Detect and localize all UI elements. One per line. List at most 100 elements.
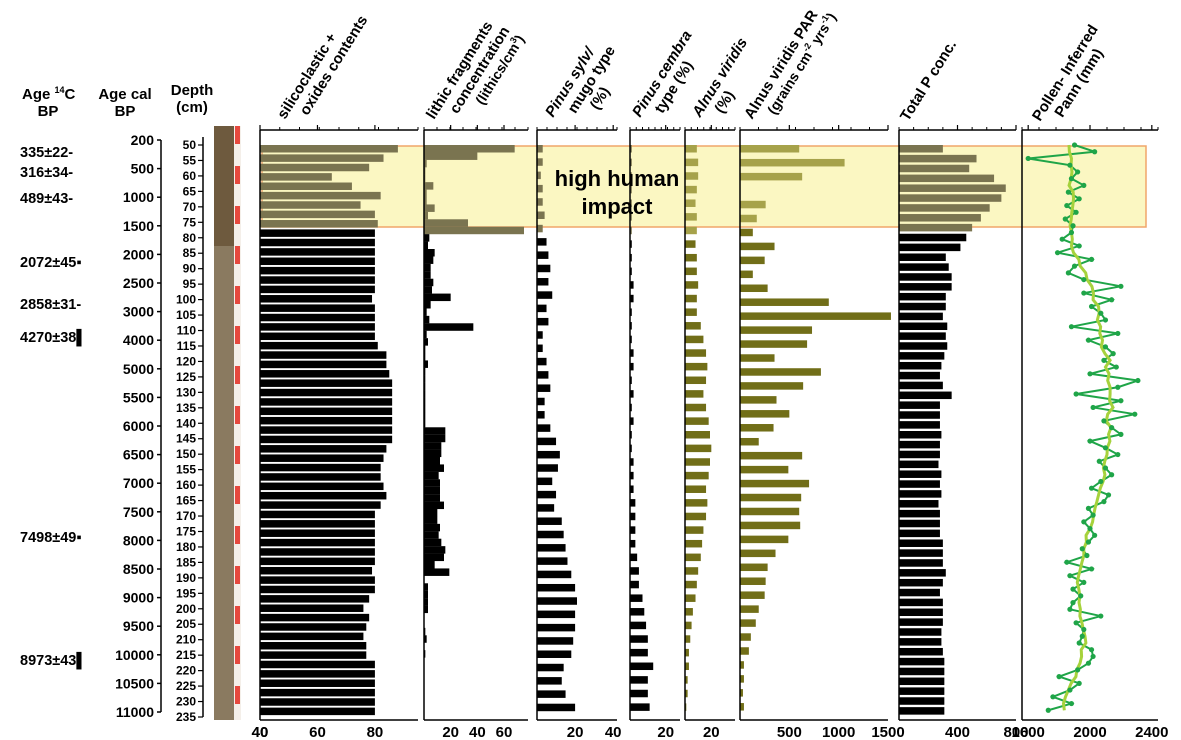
alnus_par-bar bbox=[740, 340, 808, 348]
silicoclastic-bar bbox=[260, 435, 393, 444]
alnus_par-bar bbox=[740, 479, 810, 488]
lithic-bar bbox=[424, 286, 432, 294]
lithic-bar bbox=[424, 204, 435, 212]
total_p-bar bbox=[899, 154, 977, 163]
lithic-bar bbox=[424, 145, 515, 153]
pinus_sylv-bar bbox=[537, 650, 572, 658]
pinus_cembra-bar bbox=[630, 539, 636, 548]
core-scale-mark bbox=[235, 646, 240, 664]
pinus_cembra-bar bbox=[630, 512, 636, 521]
pann-point bbox=[1071, 263, 1078, 269]
lithic-bar bbox=[424, 531, 439, 539]
agecal-tick-label: 7500 bbox=[123, 504, 154, 520]
depth-tick-label: 85 bbox=[183, 246, 197, 260]
silicoclastic-bar bbox=[260, 557, 375, 566]
silicoclastic-bar bbox=[260, 341, 378, 350]
depth-tick-label: 95 bbox=[183, 277, 197, 291]
core-top bbox=[214, 126, 234, 246]
lithic-bar bbox=[424, 308, 427, 316]
silicoclastic-bar bbox=[260, 285, 375, 294]
pann-point bbox=[1101, 418, 1107, 424]
total_p-bar bbox=[899, 361, 942, 370]
alnus_pct-bar bbox=[685, 662, 689, 671]
pann-point bbox=[1090, 404, 1096, 411]
lithic-bar bbox=[424, 293, 451, 302]
age14c-label: 2858±31- bbox=[20, 297, 81, 313]
alnus_par-bar bbox=[740, 465, 789, 474]
total_p-bar bbox=[899, 342, 948, 350]
age14c-label: 489±43- bbox=[20, 191, 73, 207]
silicoclastic-bar bbox=[260, 426, 393, 434]
agecal-tick-label: 7000 bbox=[123, 475, 154, 491]
alnus_par-bar bbox=[740, 563, 768, 572]
silicoclastic-bar bbox=[260, 295, 373, 303]
pinus_cembra-bar bbox=[630, 362, 634, 371]
alnus_par-bar bbox=[740, 228, 753, 237]
header-age14c-sup: 14 bbox=[55, 85, 65, 95]
header-age14c: Age 14C bbox=[22, 85, 76, 103]
x-tick-label: 2400 bbox=[1135, 724, 1168, 740]
pinus_sylv-bar bbox=[537, 251, 549, 259]
pann-point bbox=[1088, 256, 1095, 262]
pann-point bbox=[1064, 202, 1070, 209]
silicoclastic-bar bbox=[260, 445, 387, 453]
alnus_par-bar bbox=[740, 284, 768, 293]
pann-point bbox=[1085, 539, 1092, 545]
alnus_pct-bar bbox=[685, 158, 699, 167]
alnus_pct-bar bbox=[685, 226, 697, 235]
lithic-bar bbox=[424, 605, 428, 614]
depth-tick-label: 175 bbox=[176, 524, 196, 538]
alnus_pct-bar bbox=[685, 499, 708, 507]
pinus_sylv-bar bbox=[537, 397, 545, 406]
alnus_pct-bar bbox=[685, 390, 704, 398]
pinus_cembra-bar bbox=[630, 662, 654, 671]
pinus_cembra-bar bbox=[630, 458, 634, 466]
agecal-tick-label: 10500 bbox=[115, 675, 154, 691]
pinus_sylv-bar bbox=[537, 184, 543, 193]
lithic-bar bbox=[424, 263, 431, 272]
x-tick-label: 20 bbox=[657, 724, 674, 740]
age14c-label: 4270±38▌ bbox=[20, 328, 87, 347]
lithic-bar bbox=[424, 360, 428, 368]
axes: 40 60 80 20 40 60 20 40 20 20 500 1000 1500 400 800160… bbox=[252, 125, 1169, 740]
x-tick-label: 500 bbox=[777, 724, 802, 740]
pinus_sylv-bar bbox=[537, 158, 543, 166]
core-scale-mark bbox=[235, 606, 240, 624]
total_p-bar bbox=[899, 450, 940, 459]
silicoclastic-bar bbox=[260, 191, 381, 200]
lithic-bar bbox=[424, 249, 435, 257]
total_p-bar bbox=[899, 184, 1006, 192]
alnus_par-bar bbox=[740, 507, 800, 516]
pinus_sylv-bar bbox=[537, 544, 566, 552]
alnus_par-bar bbox=[740, 437, 759, 446]
pann-point bbox=[1081, 579, 1087, 586]
pinus_cembra-bar bbox=[630, 294, 634, 303]
depth-tick-label: 75 bbox=[183, 215, 197, 229]
lithic-bar bbox=[424, 486, 440, 495]
core-scale-mark bbox=[235, 286, 240, 304]
lithic-bar bbox=[424, 457, 440, 465]
pann-point bbox=[1088, 303, 1095, 310]
pinus_sylv-bar bbox=[537, 304, 547, 313]
lithic-bar bbox=[424, 501, 444, 510]
alnus_pct-bar bbox=[685, 199, 696, 207]
alnus_pct-bar bbox=[685, 689, 688, 698]
agecal-tick-label: 200 bbox=[131, 132, 155, 148]
alnus_pct-bar bbox=[685, 172, 699, 180]
alnus_pct-bar bbox=[685, 349, 707, 357]
alnus_par-bar bbox=[740, 298, 829, 306]
pann-point bbox=[1059, 236, 1065, 242]
pinus_sylv-bar bbox=[537, 504, 555, 512]
pinus_cembra-bar bbox=[630, 390, 634, 398]
panel-title: silicoclastic +oxides contents bbox=[274, 13, 371, 123]
sediment-core bbox=[214, 126, 241, 720]
depth-tick-label: 235 bbox=[176, 710, 196, 724]
total_p-bar bbox=[899, 440, 940, 449]
alnus_pct-bar bbox=[685, 580, 697, 589]
pann-point bbox=[1110, 351, 1116, 357]
total_p-bar bbox=[899, 352, 945, 360]
annotation-line-1: high human bbox=[555, 166, 680, 191]
total_p-bar bbox=[899, 391, 952, 400]
agecal-tick-label: 2000 bbox=[123, 246, 154, 262]
